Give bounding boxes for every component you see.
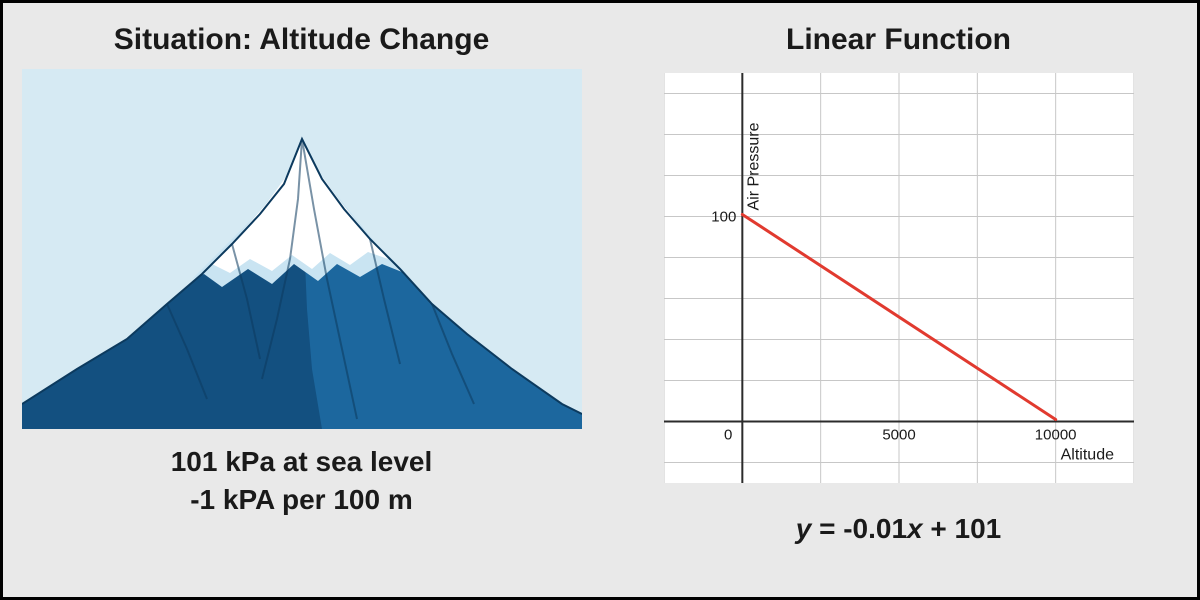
right-title: Linear Function [786, 23, 1011, 57]
caption-line-1: 101 kPa at sea level [171, 443, 433, 481]
svg-text:Altitude: Altitude [1060, 447, 1113, 464]
left-title: Situation: Altitude Change [114, 23, 490, 57]
svg-text:Air Pressure: Air Pressure [745, 122, 762, 210]
left-caption: 101 kPa at sea level -1 kPA per 100 m [171, 443, 433, 519]
equation: y = -0.01x + 101 [796, 513, 1002, 545]
equation-x-var: x [907, 513, 923, 544]
left-panel: Situation: Altitude Change [3, 3, 600, 597]
infographic-frame: Situation: Altitude Change [0, 0, 1200, 600]
svg-text:5000: 5000 [882, 427, 915, 444]
caption-line-2: -1 kPA per 100 m [171, 481, 433, 519]
equation-y-var: y [796, 513, 812, 544]
equation-part-2: + 101 [923, 513, 1002, 544]
svg-text:100: 100 [711, 209, 736, 226]
equation-part-1: = -0.01 [811, 513, 907, 544]
svg-text:10000: 10000 [1034, 427, 1076, 444]
linear-chart: 0 5000 10000 100 Altitude Air Pressure [664, 73, 1134, 483]
right-panel: Linear Function 0 5000 10000 100 Altitude Air… [600, 3, 1197, 597]
svg-text:0: 0 [723, 427, 731, 444]
mountain-illustration [22, 69, 582, 429]
